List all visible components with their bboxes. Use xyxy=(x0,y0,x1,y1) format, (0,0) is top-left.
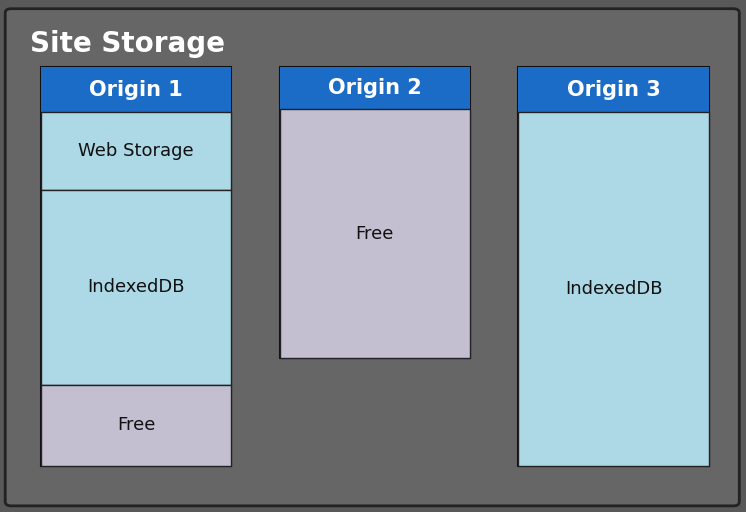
Text: Origin 2: Origin 2 xyxy=(328,78,421,98)
Text: Web Storage: Web Storage xyxy=(78,142,194,160)
Text: Free: Free xyxy=(117,416,155,434)
Text: IndexedDB: IndexedDB xyxy=(87,279,185,296)
Bar xyxy=(280,109,470,358)
Bar xyxy=(280,67,470,358)
Bar xyxy=(41,190,231,385)
Bar xyxy=(518,67,709,113)
Bar xyxy=(41,67,231,466)
Bar xyxy=(518,113,709,466)
Text: Site Storage: Site Storage xyxy=(30,30,225,57)
Bar xyxy=(41,113,231,190)
Text: Free: Free xyxy=(356,225,394,243)
FancyBboxPatch shape xyxy=(5,9,739,506)
Bar xyxy=(280,67,470,109)
Bar xyxy=(518,67,709,466)
Text: IndexedDB: IndexedDB xyxy=(565,280,662,298)
Bar xyxy=(41,67,231,113)
Text: Origin 1: Origin 1 xyxy=(90,79,183,99)
Bar xyxy=(41,385,231,466)
Text: Origin 3: Origin 3 xyxy=(567,79,660,99)
